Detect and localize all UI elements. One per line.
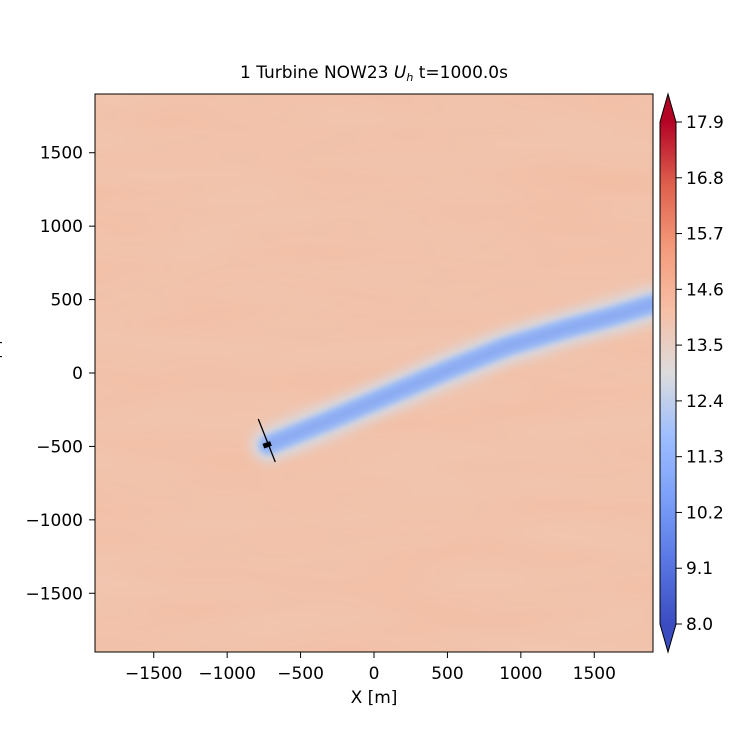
x-tick-label: 500 [431,664,463,684]
x-axis-label: X [m] [350,688,398,708]
colorbar-extend-min [660,624,676,652]
plot-area [95,94,653,652]
y-axis: −1500 −1000 −500 0 500 1000 1500 [25,144,95,604]
title-subscript: h [406,71,414,84]
colorbar-extend-max [660,94,676,122]
colorbar-gradient [660,122,676,624]
y-tick-label: −500 [36,437,83,457]
y-tick-label: 0 [72,364,83,384]
y-axis-label-fragment: [ [0,340,4,360]
x-axis: −1500 −1000 −500 0 500 1000 1500 [125,652,616,684]
chart-title: 1 Turbine NOW23 Uh t=1000.0s [95,63,653,84]
turbine-rotor [257,418,276,463]
y-tick-label: 500 [51,291,83,311]
y-tick-label: −1500 [25,584,83,604]
colorbar-tick-label: 15.7 [686,225,724,245]
colorbar-tick-label: 14.6 [686,280,724,300]
colorbar-ticks: 8.0 9.1 10.2 11.3 12.4 13.5 14.6 15.7 16.8 17.9 [676,113,724,635]
colorbar-tick-label: 16.8 [686,169,724,189]
colorbar-tick-label: 13.5 [686,336,724,356]
turbine-nacelle [262,441,272,449]
title-symbol: U [393,63,407,83]
y-tick-label: 1500 [40,144,83,164]
x-tick-label: −1000 [198,664,256,684]
x-tick-label: −1500 [125,664,183,684]
y-tick-label: −1000 [25,511,83,531]
y-tick-label: 1000 [40,217,83,237]
colorbar-tick-label: 10.2 [686,503,724,523]
colorbar-tick-label: 12.4 [686,392,724,412]
colorbar: 8.0 9.1 10.2 11.3 12.4 13.5 14.6 15.7 16.8 17.9 [659,92,724,654]
turbine-marker [257,418,276,463]
colorbar-tick-label: 9.1 [686,559,713,579]
x-tick-label: −500 [277,664,324,684]
x-tick-label: 1500 [573,664,616,684]
colorbar-tick-label: 11.3 [686,448,724,468]
wake-inner [263,299,653,450]
title-suffix: t=1000.0s [413,63,508,83]
x-tick-label: 0 [369,664,380,684]
colorbar-tick-label: 8.0 [686,615,713,635]
colorbar-tick-label: 17.9 [686,113,724,133]
title-prefix: 1 Turbine NOW23 [240,63,394,83]
x-tick-label: 1000 [499,664,542,684]
velocity-field-texture [95,94,653,652]
